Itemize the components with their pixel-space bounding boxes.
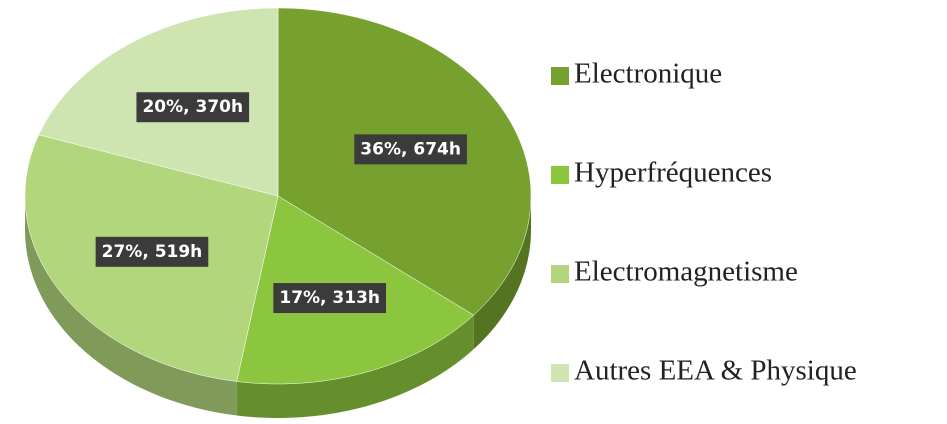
data-label-text: 36%, 674h: [360, 139, 461, 159]
data-label: 36%, 674h: [354, 134, 467, 165]
data-label: 17%, 313h: [273, 283, 387, 314]
data-label-text: 20%, 370h: [142, 97, 243, 117]
legend-label: Autres EEA & Physique: [574, 355, 857, 387]
legend-swatch: [551, 265, 569, 283]
data-label: 20%, 370h: [136, 92, 250, 123]
data-label-box: [95, 236, 209, 267]
data-label-text: 17%, 313h: [279, 288, 380, 308]
pie-slice-side: [236, 315, 474, 418]
legend-swatch: [551, 67, 569, 85]
legend-swatch: [551, 364, 569, 382]
legend-label: Electromagnetisme: [574, 256, 798, 288]
legend-label: Hyperfréquences: [574, 157, 772, 189]
pie-slice-side: [25, 196, 237, 416]
data-label-box: [273, 283, 387, 314]
legend-label: Electronique: [574, 58, 722, 90]
legend-swatch: [551, 166, 569, 184]
data-label-box: [354, 134, 467, 165]
data-label-text: 27%, 519h: [102, 242, 203, 262]
pie-slice-side: [473, 196, 531, 350]
data-label-box: [136, 92, 250, 123]
data-label: 27%, 519h: [95, 236, 209, 267]
